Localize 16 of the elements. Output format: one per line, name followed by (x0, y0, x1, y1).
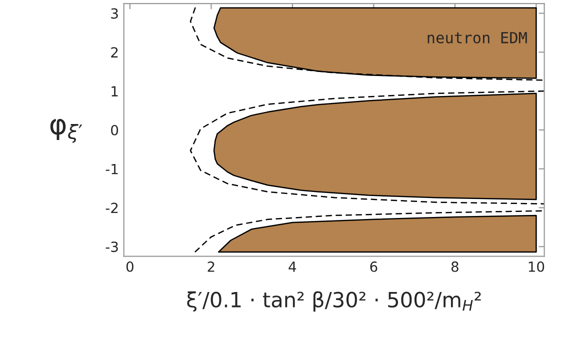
x-tick-label: 0 (126, 261, 134, 272)
y-tick-label: 3 (111, 8, 118, 19)
y-tick-label: -2 (106, 202, 118, 213)
y-tick-label: -1 (106, 164, 118, 174)
y-tick-label: 1 (112, 86, 118, 96)
y-tick-label: 0 (111, 124, 118, 136)
y-tick-label: 2 (111, 47, 118, 58)
y-axis-title: φ$_{ξ′}$ (50, 118, 82, 143)
x-tick-label: 4 (288, 262, 296, 272)
annotation: neutron EDM (428, 32, 527, 44)
x-tick-label: 6 (370, 261, 378, 272)
x-tick-label: 2 (208, 261, 214, 272)
x-tick-label: 10 (528, 261, 544, 272)
x-tick-label: 8 (451, 261, 458, 272)
x-axis-title: ξ′/0.1 · tan² β/30² · 500²/m$_{H}$² (187, 291, 481, 312)
y-tick-label: -3 (106, 242, 118, 252)
